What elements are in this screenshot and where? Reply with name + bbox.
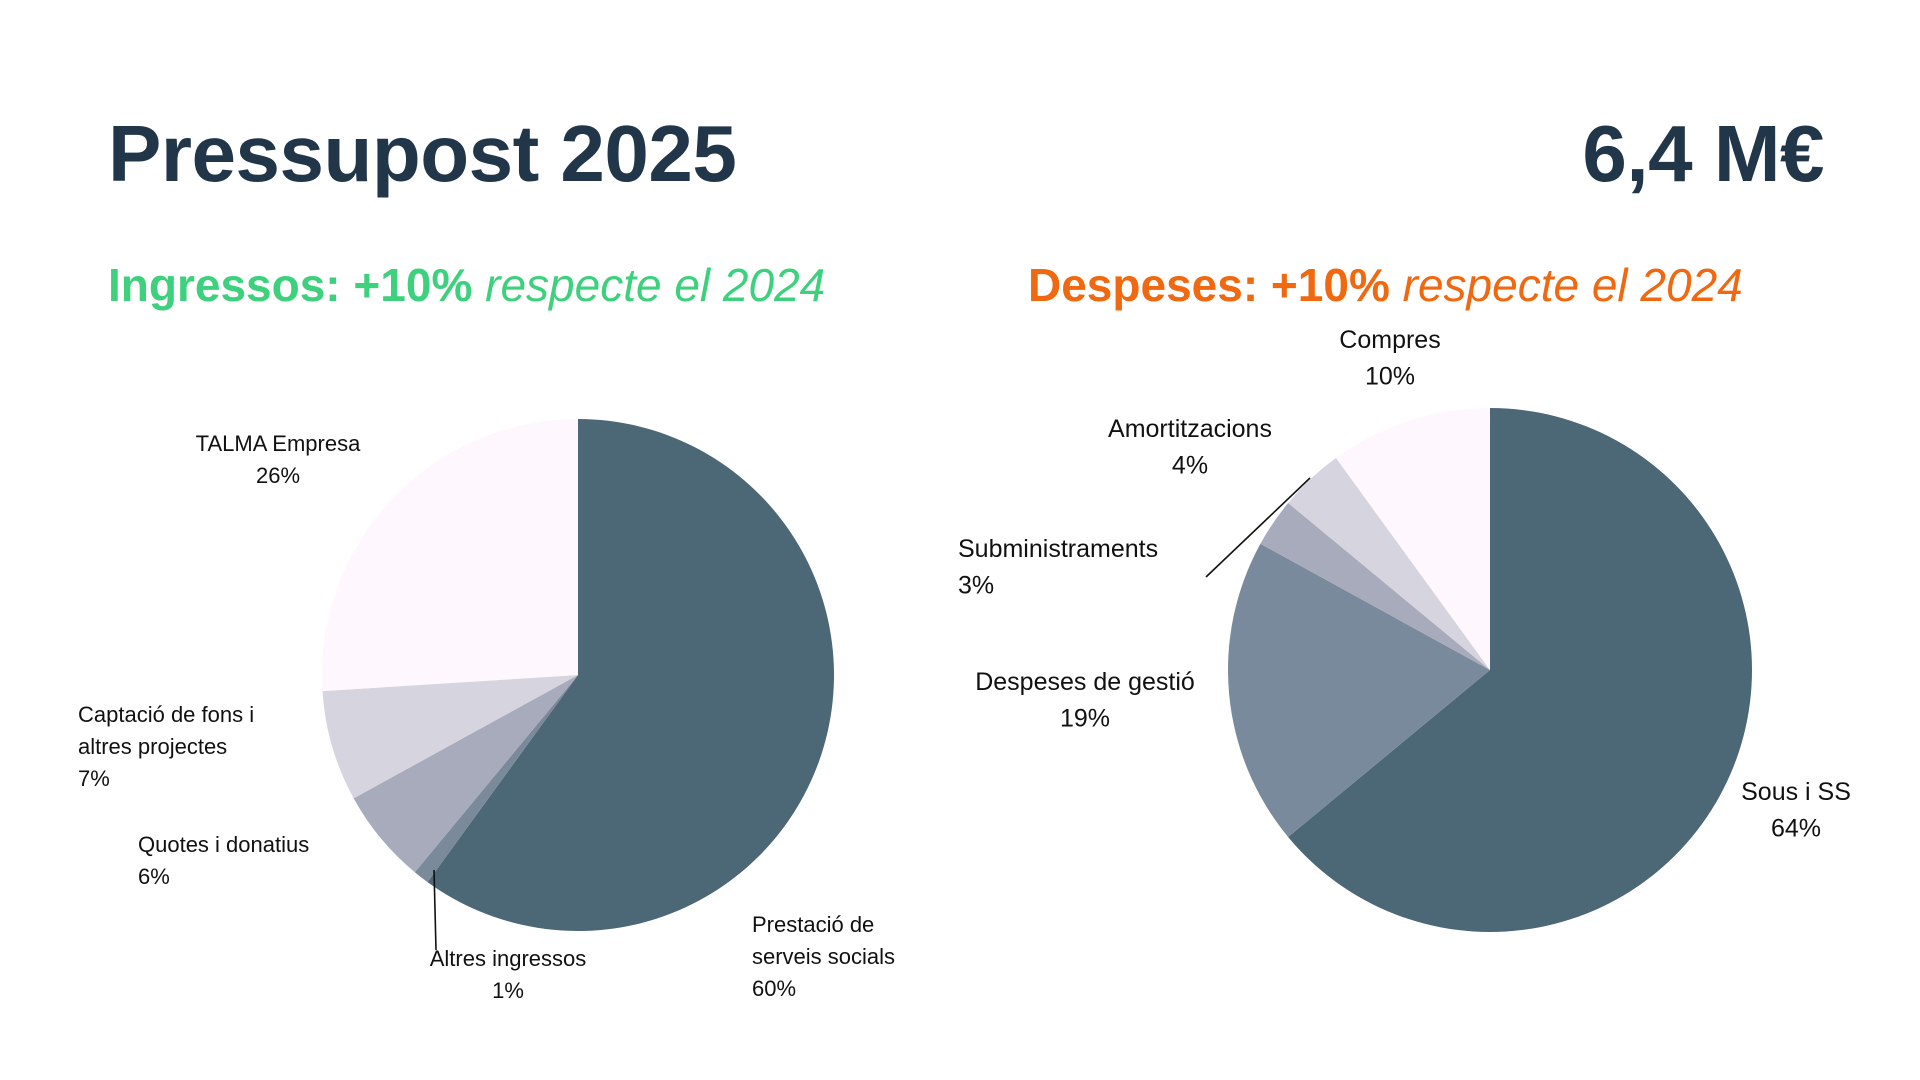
pie2-label-2: Despeses de gestió 19% [975, 668, 1195, 732]
expenses-heading-bold: Despeses: +10% [1028, 259, 1390, 311]
pie2-leader-line-3 [1205, 477, 1311, 578]
pie2-label-1: Sous i SS 64% [1741, 778, 1851, 842]
pie1-label-2: Altres ingressos 1% [430, 946, 587, 1003]
pie1-slice-5 [322, 419, 578, 692]
pie1-label-4: Captació de fons i altres projectes 7% [78, 702, 254, 791]
pie1-label-5: TALMA Empresa 26% [196, 431, 361, 488]
income-heading-bold: Ingressos: +10% [108, 259, 473, 311]
pie2-label-3: Subministraments 3% [958, 535, 1158, 599]
pie2-label-4: Amortitzacions 4% [1108, 415, 1272, 479]
pie1-label-3: Quotes i donatius 6% [138, 832, 309, 889]
expenses-heading-italic: respecte el 2024 [1402, 259, 1743, 311]
income-heading: Ingressos: +10% respecte el 2024 [108, 258, 825, 312]
expenses-heading: Despeses: +10% respecte el 2024 [1028, 258, 1743, 312]
pie1-label-1: Prestació de serveis socials 60% [752, 912, 895, 1001]
pie2-slice-2 [1228, 543, 1490, 838]
budget-total: 6,4 M€ [1582, 109, 1824, 198]
pie1-slice-1 [427, 419, 835, 932]
pie2-slice-4 [1288, 458, 1490, 670]
pie2-slice-5 [1336, 408, 1490, 670]
pie2-label-5: Compres 10% [1339, 326, 1440, 390]
pie2-slice-1 [1288, 408, 1752, 933]
pie1-slice-2 [414, 675, 578, 883]
pie1-leader-line-2 [433, 869, 437, 951]
income-heading-italic: respecte el 2024 [485, 259, 826, 311]
pie1-slice-3 [353, 675, 578, 873]
pie2-slice-3 [1260, 502, 1490, 670]
pie1-slice-4 [322, 675, 578, 799]
page-title: Pressupost 2025 [108, 109, 737, 198]
